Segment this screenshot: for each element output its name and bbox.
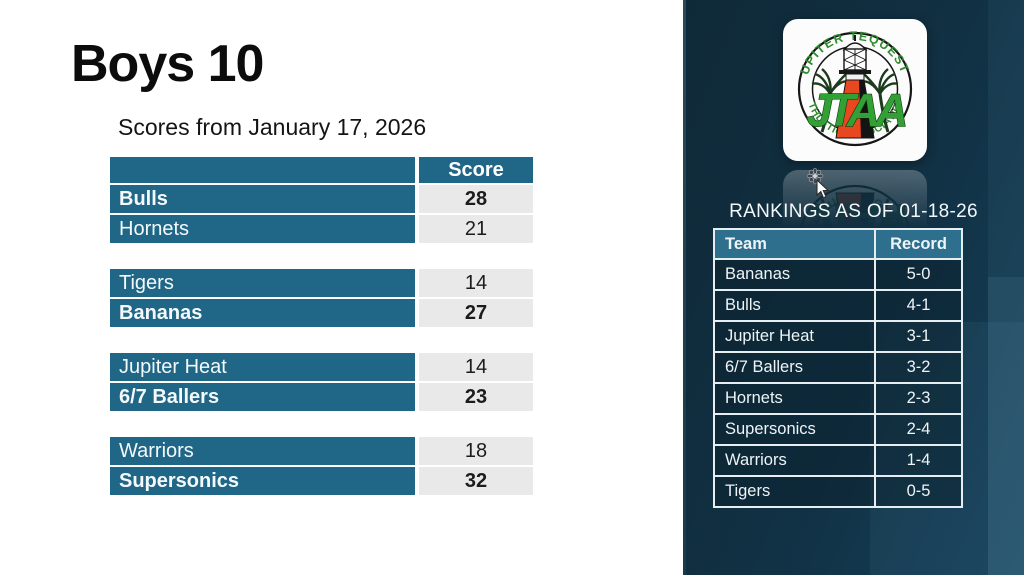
table-row: Tigers 0-5 (713, 475, 963, 508)
rankings-title: RANKINGS AS OF 01-18-26 (729, 201, 978, 222)
team-name-cell: 6/7 Ballers (110, 383, 415, 411)
team-name-cell: Hornets (110, 215, 415, 243)
rank-team-cell: Bulls (713, 289, 876, 322)
busy-spinner-icon (806, 167, 824, 185)
rank-team-cell: Jupiter Heat (713, 320, 876, 353)
table-row: Bananas 5-0 (713, 258, 963, 291)
score-row: Bananas 27 (110, 299, 533, 327)
score-row: 6/7 Ballers 23 (110, 383, 533, 411)
table-row: Warriors 1-4 (713, 444, 963, 477)
game-block: Tigers 14 Bananas 27 (110, 269, 533, 327)
scores-table: Score Bulls 28 Hornets 21 Tigers 14 Bana… (110, 157, 533, 495)
rank-record-cell: 2-4 (874, 413, 963, 446)
rankings-record-header: Record (874, 228, 963, 260)
table-row: Hornets 2-3 (713, 382, 963, 415)
score-cell: 28 (419, 185, 533, 213)
rank-team-cell: Supersonics (713, 413, 876, 446)
game-block: Bulls 28 Hornets 21 (110, 185, 533, 243)
rank-record-cell: 1-4 (874, 444, 963, 477)
scores-team-header-cell (110, 157, 415, 183)
table-row: 6/7 Ballers 3-2 (713, 351, 963, 384)
background-shape (988, 0, 1024, 575)
score-cell: 23 (419, 383, 533, 411)
score-cell: 21 (419, 215, 533, 243)
score-cell: 14 (419, 269, 533, 297)
rankings-team-header: Team (713, 228, 876, 260)
rankings-table: Team Record Bananas 5-0 Bulls 4-1 Jupite… (713, 228, 963, 508)
rank-team-cell: Hornets (713, 382, 876, 415)
rankings-panel: JUPITER TEQUESTA ATHLETIC ASSOCIATION (683, 0, 1024, 575)
pointer-arrow-icon (816, 178, 830, 199)
team-name-cell: Tigers (110, 269, 415, 297)
mouse-cursor-icon (806, 167, 839, 204)
jtaa-logo: JUPITER TEQUESTA ATHLETIC ASSOCIATION (775, 5, 929, 164)
score-row: Warriors 18 (110, 437, 533, 465)
score-cell: 14 (419, 353, 533, 381)
rank-team-cell: Bananas (713, 258, 876, 291)
rank-record-cell: 5-0 (874, 258, 963, 291)
game-block: Jupiter Heat 14 6/7 Ballers 23 (110, 353, 533, 411)
score-cell: 32 (419, 467, 533, 495)
game-block: Warriors 18 Supersonics 32 (110, 437, 533, 495)
score-row: Bulls 28 (110, 185, 533, 213)
scores-header-row: Score (110, 157, 533, 183)
score-cell: 18 (419, 437, 533, 465)
table-row: Supersonics 2-4 (713, 413, 963, 446)
scores-score-header-cell: Score (419, 157, 533, 183)
rank-record-cell: 3-2 (874, 351, 963, 384)
rank-team-cell: 6/7 Ballers (713, 351, 876, 384)
rank-record-cell: 2-3 (874, 382, 963, 415)
score-row: Tigers 14 (110, 269, 533, 297)
team-name-cell: Supersonics (110, 467, 415, 495)
score-row: Hornets 21 (110, 215, 533, 243)
score-row: Supersonics 32 (110, 467, 533, 495)
score-row: Jupiter Heat 14 (110, 353, 533, 381)
team-name-cell: Jupiter Heat (110, 353, 415, 381)
table-row: Bulls 4-1 (713, 289, 963, 322)
panel-edge-highlight (683, 0, 686, 575)
rank-record-cell: 4-1 (874, 289, 963, 322)
background-shape (988, 277, 1024, 575)
team-name-cell: Bulls (110, 185, 415, 213)
rank-team-cell: Tigers (713, 475, 876, 508)
scores-subtitle: Scores from January 17, 2026 (118, 114, 427, 140)
rank-record-cell: 3-1 (874, 320, 963, 353)
table-row: Jupiter Heat 3-1 (713, 320, 963, 353)
rank-record-cell: 0-5 (874, 475, 963, 508)
rankings-header-row: Team Record (713, 228, 963, 260)
page-title: Boys 10 (71, 35, 264, 93)
score-cell: 27 (419, 299, 533, 327)
rank-team-cell: Warriors (713, 444, 876, 477)
team-name-cell: Warriors (110, 437, 415, 465)
team-name-cell: Bananas (110, 299, 415, 327)
